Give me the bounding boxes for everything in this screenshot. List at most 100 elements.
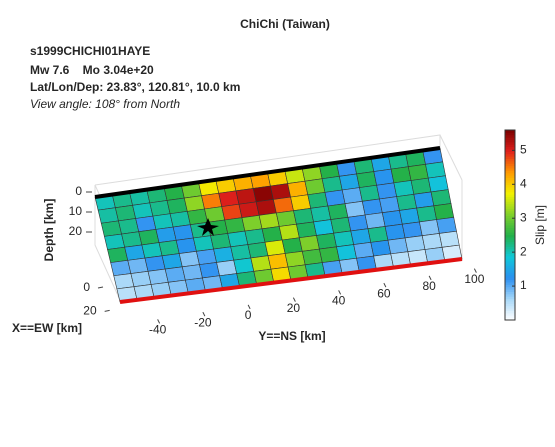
slip-cell bbox=[321, 176, 343, 193]
slip-cell bbox=[264, 239, 286, 257]
colorbar-segment bbox=[505, 189, 515, 193]
colorbar-segment bbox=[505, 149, 515, 152]
slip-cell bbox=[138, 229, 160, 246]
slip-cell bbox=[210, 233, 232, 250]
slip-cell bbox=[287, 180, 309, 198]
slip-cell bbox=[275, 210, 297, 227]
slip-cell bbox=[255, 199, 277, 216]
colorbar-segment bbox=[505, 284, 515, 288]
x-tick bbox=[97, 286, 104, 289]
slip-cell bbox=[290, 194, 312, 211]
slip-cell bbox=[430, 189, 452, 207]
colorbar-segment bbox=[505, 267, 515, 271]
colorbar-segment bbox=[505, 274, 515, 278]
colorbar-segment bbox=[505, 303, 515, 307]
slip-cell bbox=[364, 212, 386, 230]
slip-cell bbox=[230, 244, 252, 261]
slip-cell bbox=[161, 253, 183, 270]
slip-cell bbox=[316, 232, 337, 250]
colorbar-segment bbox=[505, 172, 515, 176]
colorbar-segment bbox=[505, 191, 515, 195]
colorbar-label: Slip [m] bbox=[533, 205, 547, 245]
colorbar-segment bbox=[505, 196, 515, 200]
colorbar-segment bbox=[505, 165, 515, 169]
colorbar-segment bbox=[505, 151, 515, 155]
colorbar-tick-label: 5 bbox=[520, 143, 527, 157]
colorbar-segment bbox=[505, 272, 515, 276]
z-tick-label: 0 bbox=[75, 184, 82, 198]
colorbar-segment bbox=[505, 225, 515, 228]
colorbar-segment bbox=[505, 208, 515, 212]
colorbar-segment bbox=[505, 298, 515, 302]
slip-cell bbox=[439, 230, 460, 248]
slip-cell bbox=[333, 230, 355, 248]
slip-cell bbox=[367, 226, 389, 243]
colorbar-segment bbox=[505, 229, 515, 233]
fault-bottom-edge bbox=[119, 257, 463, 304]
slip-cell bbox=[181, 264, 203, 281]
slip-cell bbox=[381, 210, 403, 227]
colorbar-tick-label: 2 bbox=[520, 244, 527, 258]
slip-cell bbox=[164, 266, 186, 283]
x-tick bbox=[104, 309, 110, 312]
z-tick-label: 20 bbox=[69, 224, 83, 238]
slip-cell bbox=[141, 242, 163, 259]
slip-cell bbox=[132, 202, 154, 219]
colorbar-segment bbox=[505, 194, 515, 197]
slip-cell bbox=[390, 166, 412, 184]
slip-cell bbox=[304, 178, 326, 196]
colorbar-segment bbox=[505, 277, 515, 281]
colorbar-segment bbox=[505, 163, 515, 167]
colorbar-segment bbox=[505, 265, 515, 269]
slip-cell bbox=[404, 235, 426, 253]
slip-cell bbox=[213, 246, 235, 263]
y-tick-label: 40 bbox=[332, 294, 346, 308]
slip-cell bbox=[121, 231, 143, 248]
colorbar-segment bbox=[505, 158, 515, 162]
slip-cell bbox=[110, 260, 132, 277]
colorbar-segment bbox=[505, 253, 515, 257]
slip-cell bbox=[324, 189, 346, 207]
slip-cell bbox=[419, 219, 440, 237]
colorbar-tick-label: 1 bbox=[520, 278, 527, 292]
slip-cell bbox=[373, 168, 395, 186]
slip-cell bbox=[413, 191, 435, 209]
colorbar-tick-label: 4 bbox=[520, 176, 527, 190]
y-tick bbox=[292, 297, 296, 302]
y-tick-label: 60 bbox=[377, 286, 391, 300]
colorbar-segment bbox=[505, 260, 515, 264]
slip-cell bbox=[301, 248, 323, 266]
slip-cell bbox=[296, 221, 317, 239]
slip-cell bbox=[416, 205, 437, 223]
slip-cell bbox=[401, 221, 423, 239]
slip-cell bbox=[313, 219, 335, 236]
colorbar-segment bbox=[505, 244, 515, 247]
slip-cell bbox=[172, 224, 194, 241]
slip-cell bbox=[166, 197, 188, 215]
slip-cell bbox=[347, 214, 369, 232]
slip-cell bbox=[387, 237, 409, 255]
colorbar-segment bbox=[505, 308, 515, 311]
slip-cell bbox=[241, 215, 263, 232]
colorbar-segment bbox=[505, 137, 515, 140]
slip-cell bbox=[114, 204, 137, 222]
slip-cell bbox=[175, 237, 197, 254]
colorbar-segment bbox=[505, 206, 515, 209]
colorbar-segment bbox=[505, 286, 515, 290]
slip-cell bbox=[310, 205, 332, 223]
colorbar-segment bbox=[505, 291, 515, 295]
colorbar-segment bbox=[505, 182, 515, 186]
colorbar-segment bbox=[505, 187, 515, 190]
slip-cell bbox=[183, 195, 205, 212]
location: Lat/Lon/Dep: 23.83°, 120.81°, 10.0 km bbox=[30, 80, 240, 94]
y-tick bbox=[247, 304, 251, 310]
slip-cell bbox=[356, 171, 378, 188]
slip-cell bbox=[130, 270, 152, 288]
y-tick bbox=[338, 290, 342, 295]
slip-cell bbox=[104, 233, 126, 250]
slip-cell bbox=[393, 180, 415, 197]
colorbar-segment bbox=[505, 251, 515, 254]
y-tick bbox=[202, 311, 206, 317]
colorbar-segment bbox=[505, 234, 515, 238]
